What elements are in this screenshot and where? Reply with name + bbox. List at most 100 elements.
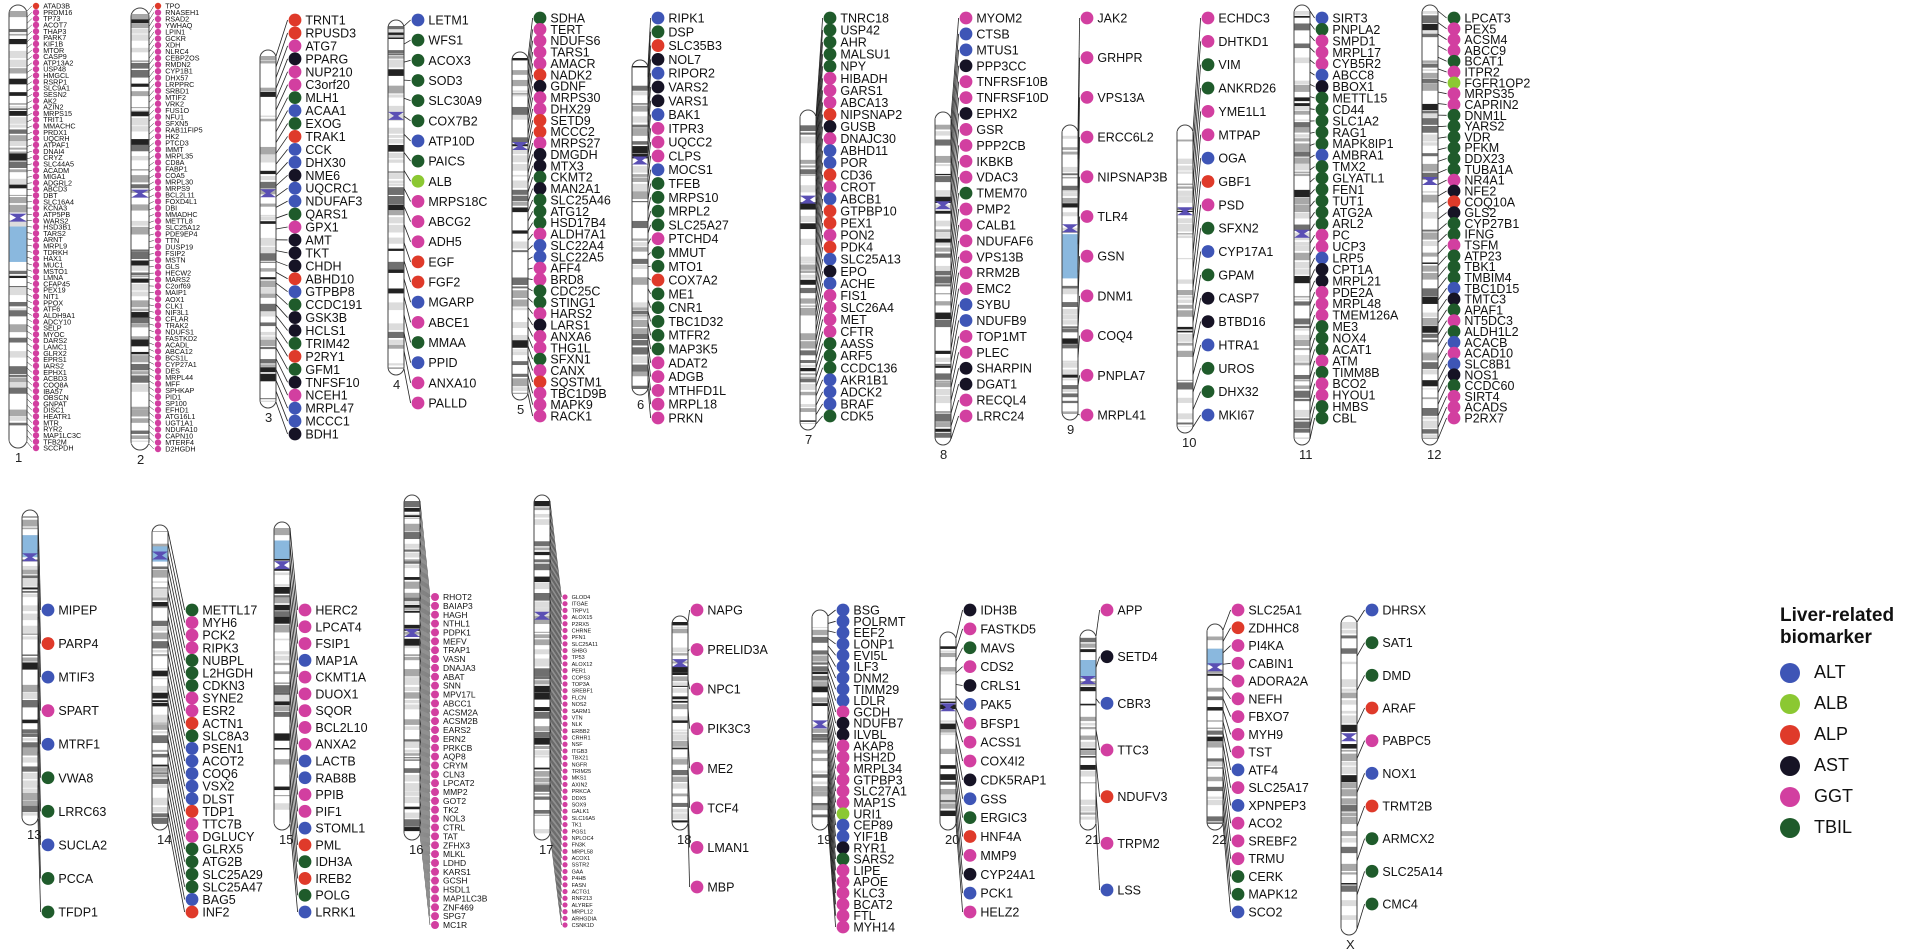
biomarker-dot — [1201, 291, 1215, 305]
chromosome-band — [935, 124, 951, 130]
gene-marker: TP73 — [26, 14, 60, 24]
gene-label: PSD — [1218, 198, 1244, 212]
biomarker-dot — [1447, 98, 1461, 111]
chromosome-band — [388, 252, 404, 256]
biomarker-dot — [1447, 152, 1461, 165]
gene-marker: ATP10D — [403, 134, 475, 148]
biomarker-dot — [288, 130, 302, 143]
gene-leader-line — [1309, 406, 1315, 427]
gene-leader-line — [527, 326, 533, 337]
gene-leader-line — [148, 123, 154, 129]
chromosome-band — [404, 730, 420, 735]
chromosome-16: 16RHOT2BAIAP3HAGHNTHL1PDPK1MEFVTRAP1VASN… — [403, 494, 488, 930]
gene-leader-line — [167, 823, 185, 913]
biomarker-dot — [298, 804, 312, 818]
gene-leader-line — [26, 125, 32, 129]
gene-marker: AKAP8 — [827, 705, 894, 753]
biomarker-dot — [288, 117, 302, 130]
gene-marker: TDRKH — [26, 248, 68, 257]
biomarker-dot — [298, 721, 312, 734]
gene-label: FASN — [572, 883, 586, 889]
gene-label: ABCA12 — [165, 347, 193, 356]
gene-marker: TDP1 — [167, 726, 234, 819]
chromosome-band — [1207, 696, 1223, 701]
biomarker-dot — [1315, 251, 1329, 265]
gene-leader-line — [647, 310, 651, 322]
gene-leader-line — [827, 609, 836, 617]
gene-leader-line — [815, 391, 823, 406]
chromosome-band — [274, 651, 290, 655]
chromosome-band — [1080, 729, 1096, 735]
chromosome-band — [274, 572, 290, 576]
biomarker-dot — [963, 697, 977, 711]
biomarker-dot — [1447, 325, 1461, 338]
biomarker-dot — [1365, 766, 1379, 780]
gene-marker: NADK2 — [527, 68, 592, 107]
gene-leader-line — [167, 701, 185, 787]
chromosome-band — [388, 53, 404, 56]
gene-leader-line — [419, 815, 431, 908]
biomarker-dot — [533, 216, 547, 230]
chromosome-band — [9, 263, 27, 270]
gene-label: TRAK2 — [165, 321, 188, 330]
chromosome-band — [260, 121, 276, 129]
gene-marker: HSDL1 — [419, 797, 471, 895]
gene-marker: BCS1L — [148, 353, 188, 362]
gene-leader-line — [1192, 111, 1201, 201]
biomarker-dot — [154, 328, 162, 335]
gene-label: PABPC5 — [1382, 734, 1430, 748]
chromosome-band — [935, 284, 951, 287]
gene-marker: ATG2B — [167, 775, 242, 869]
chromosome-band — [1177, 196, 1193, 203]
gene-label: EVI5L — [853, 649, 887, 663]
gene-marker: PTCHD4 — [647, 232, 718, 246]
gene-marker: NDUFA10 — [148, 424, 198, 434]
gene-label: DUOX1 — [315, 687, 358, 701]
gene-label: MMAA — [428, 336, 466, 350]
chromosome-band — [1177, 295, 1193, 299]
biomarker-dot — [651, 135, 665, 149]
gene-marker: ABCE1 — [403, 296, 469, 330]
gene-label: ADGRL2 — [43, 178, 72, 187]
chromosome-band — [940, 803, 956, 809]
gene-marker: FIS1 — [815, 289, 867, 331]
gene-marker: LACTB — [289, 675, 356, 769]
gene-marker: ALOX12 — [549, 568, 592, 668]
chromosome-band — [1294, 301, 1310, 306]
chromosome-band — [9, 324, 27, 333]
gene-marker: FGFR1OP2 — [1437, 76, 1530, 90]
chromosome-band — [131, 251, 149, 260]
chromosome-band — [404, 532, 420, 540]
gene-leader-line — [419, 518, 431, 615]
chromosome-band — [152, 680, 168, 686]
biomarker-dot — [823, 264, 837, 278]
gene-marker: NFE2 — [1437, 184, 1496, 198]
chromosome-band — [404, 543, 420, 549]
gene-leader-line — [1192, 204, 1201, 271]
gene-label: SELP — [43, 324, 62, 333]
gene-label: TRIM25 — [572, 769, 592, 775]
gene-label: FN3K — [572, 843, 586, 849]
gene-marker: VASN — [419, 563, 466, 664]
gene-label: FEN1 — [1332, 183, 1364, 197]
gene-marker: GCSH — [419, 788, 468, 886]
gene-leader-line — [167, 787, 185, 875]
gene-marker: VDR — [1437, 130, 1491, 144]
chromosome-band — [940, 672, 956, 675]
gene-marker: ATG12 — [527, 205, 589, 222]
biomarker-dot — [32, 110, 40, 117]
gene-label: GLS — [165, 262, 180, 271]
gene-leader-line — [827, 660, 836, 679]
biomarker-dot — [1080, 51, 1094, 65]
biomarker-dot — [1447, 76, 1461, 90]
chromosome-band — [404, 654, 420, 656]
gene-leader-line — [549, 664, 562, 758]
gene-marker: RACK1 — [527, 393, 592, 424]
gene-label: MTERF4 — [165, 438, 194, 447]
gene-marker: SLC30A9 — [403, 94, 482, 108]
gene-marker: PPIB — [289, 708, 344, 802]
gene-label: PRKCB — [443, 743, 473, 753]
gene-leader-line — [815, 403, 823, 415]
chromosome-band — [1062, 350, 1078, 357]
chromosome-band — [152, 797, 168, 806]
